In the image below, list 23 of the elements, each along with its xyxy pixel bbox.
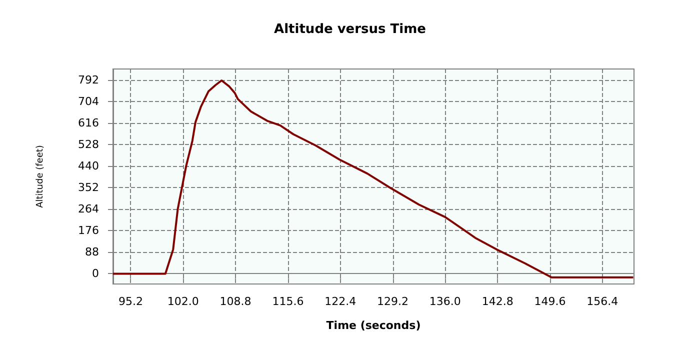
y-tick-label: 704	[78, 95, 99, 108]
y-axis-title: Altitude (feet)	[36, 145, 46, 208]
x-axis-title: Time (seconds)	[326, 319, 421, 332]
x-tick-label: 122.4	[324, 295, 356, 308]
y-tick-label: 176	[78, 224, 99, 238]
x-tick-label: 115.6	[272, 295, 304, 308]
y-tick-label: 0	[92, 267, 99, 280]
x-tick-label: 95.2	[118, 295, 143, 308]
x-tick-label: 142.8	[482, 295, 514, 308]
y-tick-label: 264	[78, 202, 99, 216]
y-tick-label: 528	[78, 138, 99, 152]
x-tick-label: 129.2	[377, 295, 409, 308]
x-tick-label: 156.4	[586, 295, 618, 308]
y-tick-label: 88	[85, 246, 99, 259]
chart-title: Altitude versus Time	[274, 22, 426, 37]
y-tick-label: 616	[78, 116, 99, 130]
x-tick-label: 102.0	[167, 295, 199, 308]
x-tick-label: 149.6	[534, 295, 566, 308]
y-tick-label: 792	[78, 74, 99, 87]
x-tick-label: 136.0	[429, 295, 461, 308]
y-tick-label: 352	[78, 181, 99, 194]
y-tick-label: 440	[78, 160, 99, 173]
x-tick-label: 108.8	[220, 295, 252, 308]
